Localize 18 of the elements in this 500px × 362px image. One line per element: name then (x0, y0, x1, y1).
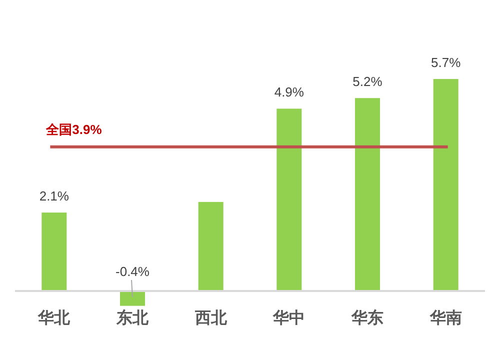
x-tick-label: 华北 (37, 309, 72, 327)
x-tick-label: 西北 (194, 309, 228, 327)
x-tick-label: 华中 (272, 309, 306, 327)
text: 5.2% (352, 74, 382, 90)
bar (120, 291, 145, 306)
bar (42, 212, 67, 291)
bar (198, 202, 224, 291)
text: 5.7% (431, 55, 461, 70)
text: 2.1% (39, 188, 69, 204)
x-tick-label: 华东 (350, 309, 384, 327)
bar (433, 79, 458, 291)
x-tick-label: 华南 (428, 309, 462, 327)
text: 4.9% (274, 84, 304, 100)
ref-line-label: 全国3.9% (45, 122, 102, 137)
bar (355, 98, 380, 291)
x-tick-label: 东北 (116, 309, 150, 327)
bar (276, 108, 302, 291)
text: -0.4% (116, 264, 150, 279)
